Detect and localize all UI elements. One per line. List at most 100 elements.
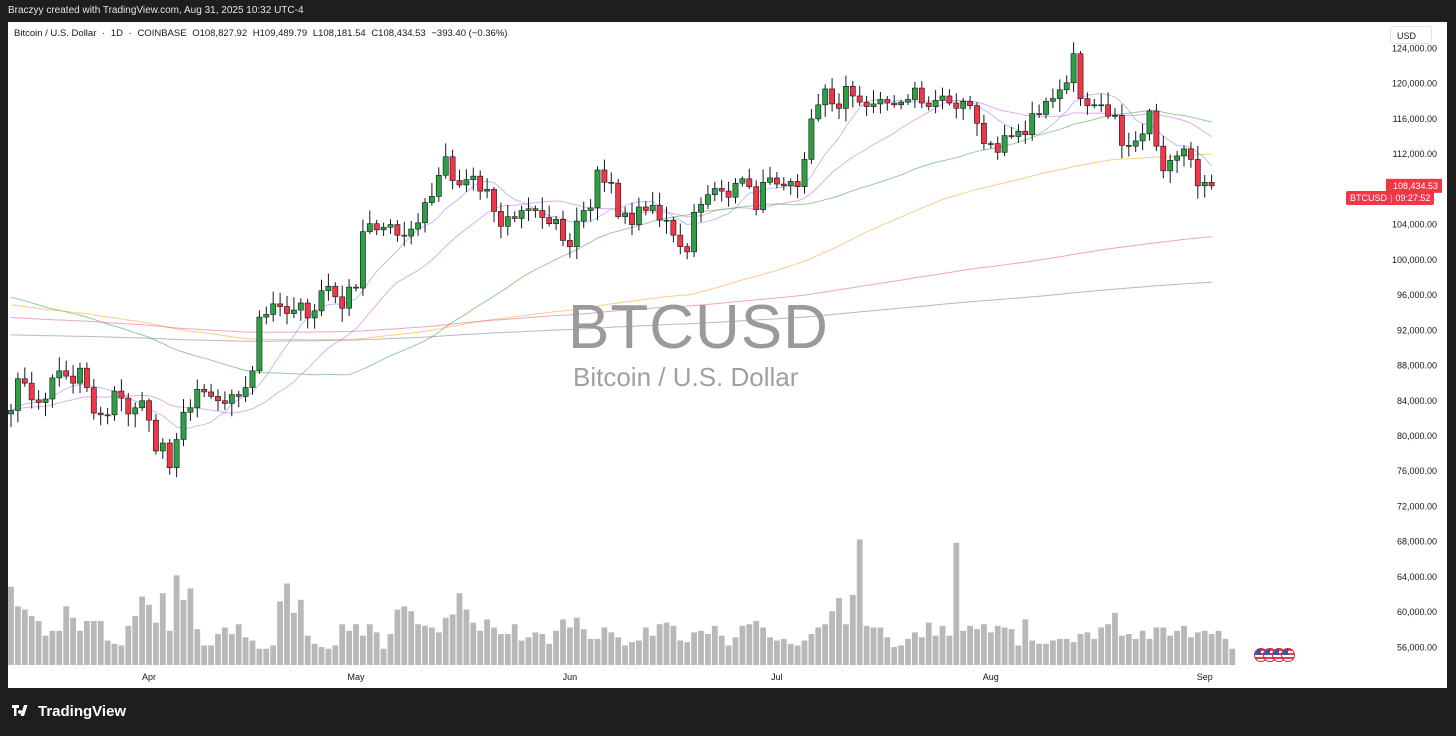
volume-bar bbox=[360, 635, 366, 665]
volume-bar bbox=[649, 635, 656, 665]
candle-body bbox=[28, 382, 35, 401]
volume-bar bbox=[228, 634, 235, 665]
time-axis[interactable]: Apr May Jun Jul Aug Sep bbox=[142, 672, 1213, 682]
volume-bar bbox=[1112, 612, 1118, 665]
volume-bar bbox=[498, 634, 504, 665]
candle-body bbox=[256, 316, 263, 372]
candle-body bbox=[601, 169, 608, 183]
footer-bar: TradingView bbox=[0, 688, 1456, 736]
candle-body bbox=[387, 224, 394, 228]
currency-selector[interactable]: USD bbox=[1390, 26, 1432, 44]
candle-body bbox=[925, 102, 932, 107]
events-markers[interactable] bbox=[1254, 648, 1296, 664]
candle-body bbox=[994, 143, 1001, 153]
volume-bar bbox=[760, 627, 766, 665]
volume-bar bbox=[1188, 637, 1194, 665]
volume-bar bbox=[939, 625, 946, 665]
brand-logo[interactable]: TradingView bbox=[10, 703, 126, 720]
price-tag-countdown: 09:27:52 bbox=[1395, 193, 1431, 203]
chart-pane[interactable]: 124,000.00 120,000.00 116,000.00 112,000.00… bbox=[8, 22, 1447, 688]
volume-bar bbox=[77, 630, 83, 665]
volume-bar bbox=[442, 617, 449, 665]
candle-body bbox=[1105, 104, 1111, 117]
price-axis[interactable]: 124,000.00 120,000.00 116,000.00 112,000.00… bbox=[1386, 43, 1442, 652]
candle-body bbox=[125, 397, 132, 415]
volume-bar bbox=[808, 634, 815, 665]
volume-bar bbox=[560, 619, 566, 665]
candle-body bbox=[1208, 182, 1215, 187]
volume-bar bbox=[725, 645, 732, 665]
volume-bar bbox=[504, 634, 511, 665]
candle-body bbox=[277, 303, 283, 307]
candle-body bbox=[497, 211, 504, 227]
candle-body bbox=[401, 234, 408, 237]
volume-bar bbox=[353, 624, 359, 665]
caption-text: Braczyy created with TradingView.com, Au… bbox=[8, 5, 304, 16]
candle-body bbox=[504, 216, 511, 227]
legend-interval[interactable]: 1D bbox=[110, 28, 123, 39]
volume-bar bbox=[1001, 627, 1008, 665]
candle-body bbox=[842, 86, 849, 109]
volume-bar bbox=[215, 634, 221, 665]
volume-bar bbox=[118, 645, 125, 665]
volume-bar bbox=[1160, 627, 1167, 665]
volume-bar bbox=[463, 609, 470, 665]
y-tick-label: 72,000.00 bbox=[1397, 501, 1437, 511]
candle-body bbox=[366, 223, 373, 232]
volume-bar bbox=[146, 604, 152, 665]
candle-body bbox=[546, 217, 553, 225]
candle-body bbox=[104, 414, 111, 417]
volume-bar bbox=[84, 620, 90, 665]
volume-bar bbox=[1022, 619, 1029, 665]
price-chart[interactable]: 124,000.00 120,000.00 116,000.00 112,000.00… bbox=[8, 22, 1447, 688]
candle-body bbox=[629, 212, 635, 225]
volume-bar bbox=[946, 635, 953, 665]
candle-body bbox=[525, 208, 532, 211]
us-flag-icon[interactable] bbox=[1281, 648, 1295, 662]
candle-body bbox=[580, 210, 587, 222]
watermark-symbol: BTCUSD bbox=[568, 293, 829, 362]
candle-body bbox=[553, 219, 559, 225]
candle-body bbox=[670, 219, 677, 236]
candle-body bbox=[442, 156, 449, 176]
candle-body bbox=[711, 188, 718, 195]
volume-bar bbox=[56, 630, 63, 665]
y-tick-label: 60,000.00 bbox=[1397, 607, 1437, 617]
volume-bar bbox=[994, 625, 1001, 665]
volume-bar bbox=[1084, 632, 1091, 665]
volume-bar bbox=[787, 643, 794, 665]
volume-bar bbox=[608, 632, 615, 665]
volume-bar bbox=[346, 630, 352, 665]
ma-line-50 bbox=[10, 109, 1212, 376]
volume-bar bbox=[1056, 638, 1063, 665]
candle-body bbox=[704, 194, 711, 205]
volume-bar bbox=[622, 645, 628, 665]
volume-bar bbox=[891, 647, 898, 665]
candle-body bbox=[732, 182, 739, 198]
volume-bar bbox=[905, 638, 911, 665]
candle-body bbox=[974, 105, 980, 124]
candle-body bbox=[746, 178, 753, 188]
volume-bar bbox=[780, 638, 787, 665]
candle-body bbox=[1146, 110, 1153, 135]
candle-body bbox=[359, 231, 366, 289]
volume-bar bbox=[580, 629, 587, 665]
volume-bar bbox=[739, 625, 746, 665]
candle-body bbox=[49, 377, 56, 400]
y-tick-label: 76,000.00 bbox=[1397, 466, 1437, 476]
candle-body bbox=[456, 180, 463, 186]
volume-bar bbox=[139, 596, 145, 665]
volume-bar bbox=[981, 624, 987, 665]
caption-bar: Braczyy created with TradingView.com, Au… bbox=[0, 0, 1456, 22]
legend-symbol[interactable]: Bitcoin / U.S. Dollar bbox=[14, 28, 97, 39]
volume-bar bbox=[870, 627, 877, 665]
volume-bar bbox=[1153, 627, 1160, 665]
candle-body bbox=[967, 100, 973, 106]
volume-bar bbox=[235, 624, 242, 665]
candle-body bbox=[1112, 115, 1118, 117]
candle-body bbox=[1043, 100, 1049, 115]
candle-body bbox=[118, 390, 125, 399]
volume-bar bbox=[518, 640, 525, 665]
x-tick-label: Apr bbox=[142, 672, 156, 682]
volume-bar bbox=[332, 645, 339, 665]
